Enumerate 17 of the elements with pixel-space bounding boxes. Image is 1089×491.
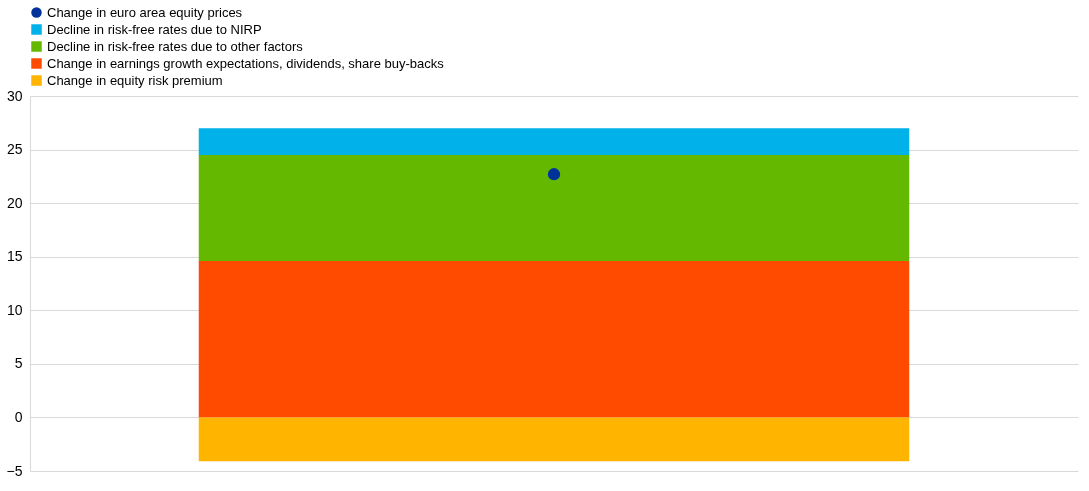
bar	[198, 154, 910, 261]
legend-label: Decline in risk-free rates due to other factors	[47, 38, 304, 54]
y-tick-label: 20	[6, 194, 23, 211]
y-tick-label: 0	[14, 408, 23, 425]
y-tick-label: 15	[6, 248, 23, 265]
legend-label: Change in euro area equity prices	[47, 4, 243, 20]
legend-label: Decline in risk-free rates due to NIRP	[47, 21, 262, 37]
y-tick-label: −5	[6, 462, 23, 479]
y-tick-label: 10	[6, 301, 23, 318]
bar	[198, 128, 910, 155]
bar	[198, 261, 910, 418]
legend-label: Change in equity risk premium	[47, 72, 223, 88]
y-tick-label: 30	[6, 87, 23, 104]
y-tick-label: 5	[14, 355, 23, 372]
y-tick-label: 25	[6, 141, 23, 158]
bar	[198, 417, 910, 462]
legend-label: Change in earnings growth expectations, dividends, share buy-backs	[47, 55, 445, 71]
